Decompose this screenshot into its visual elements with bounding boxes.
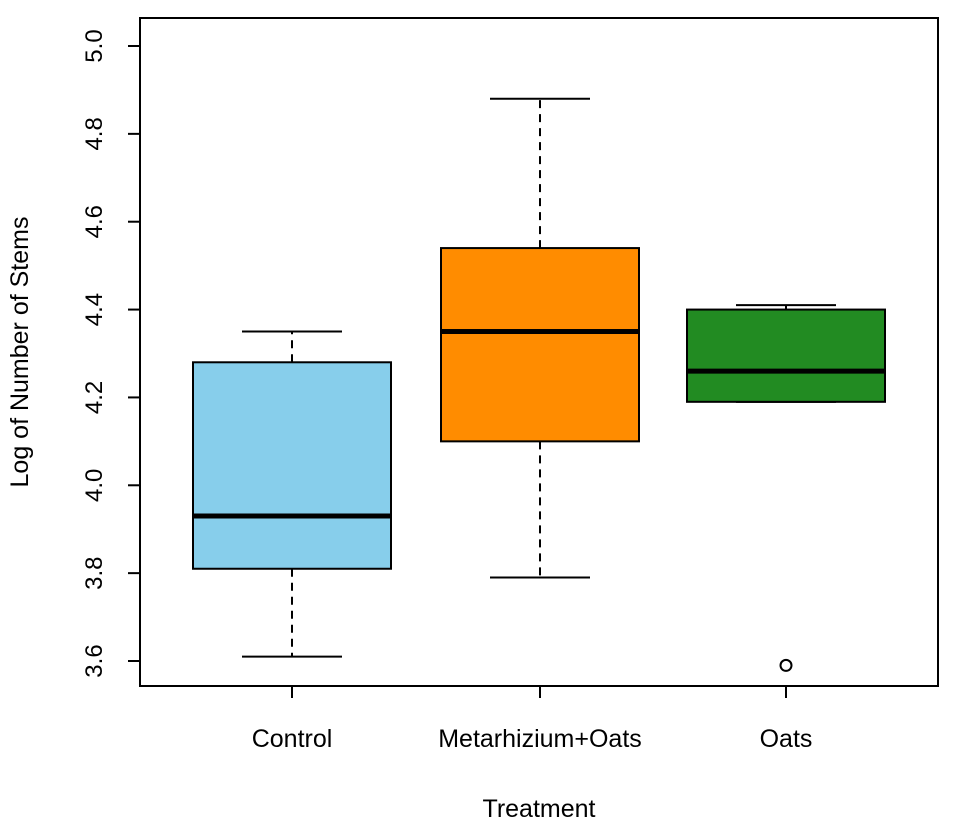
y-tick-label: 4.4: [81, 293, 108, 326]
iqr-box: [192, 361, 392, 570]
box-control: [192, 330, 392, 658]
y-tick-label: 4.0: [81, 469, 108, 502]
x-axis-label: Treatment: [482, 795, 595, 823]
outlier-point: [779, 658, 793, 672]
y-tick-label: 3.6: [81, 644, 108, 677]
boxes: [192, 97, 886, 672]
iqr-box: [686, 308, 886, 403]
y-tick-label: 4.8: [81, 117, 108, 150]
y-tick-label: 3.8: [81, 556, 108, 589]
box-oats: [686, 304, 886, 672]
y-tick-label: 5.0: [81, 29, 108, 62]
x-tick-label: Control: [252, 725, 333, 753]
box-metarhizium-oats: [440, 97, 640, 579]
y-tick-label: 4.6: [81, 205, 108, 238]
y-axis-label: Log of Number of Stems: [6, 217, 34, 488]
iqr-box: [440, 247, 640, 443]
y-tick-label: 4.2: [81, 381, 108, 414]
x-axis: Control Metarhizium+Oats Oats: [252, 686, 813, 753]
x-tick-label: Metarhizium+Oats: [438, 725, 642, 753]
x-tick-label: Oats: [760, 725, 813, 753]
y-axis: 3.6 3.8 4.0 4.2 4.4 4.6 4.8 5.0: [81, 29, 141, 678]
